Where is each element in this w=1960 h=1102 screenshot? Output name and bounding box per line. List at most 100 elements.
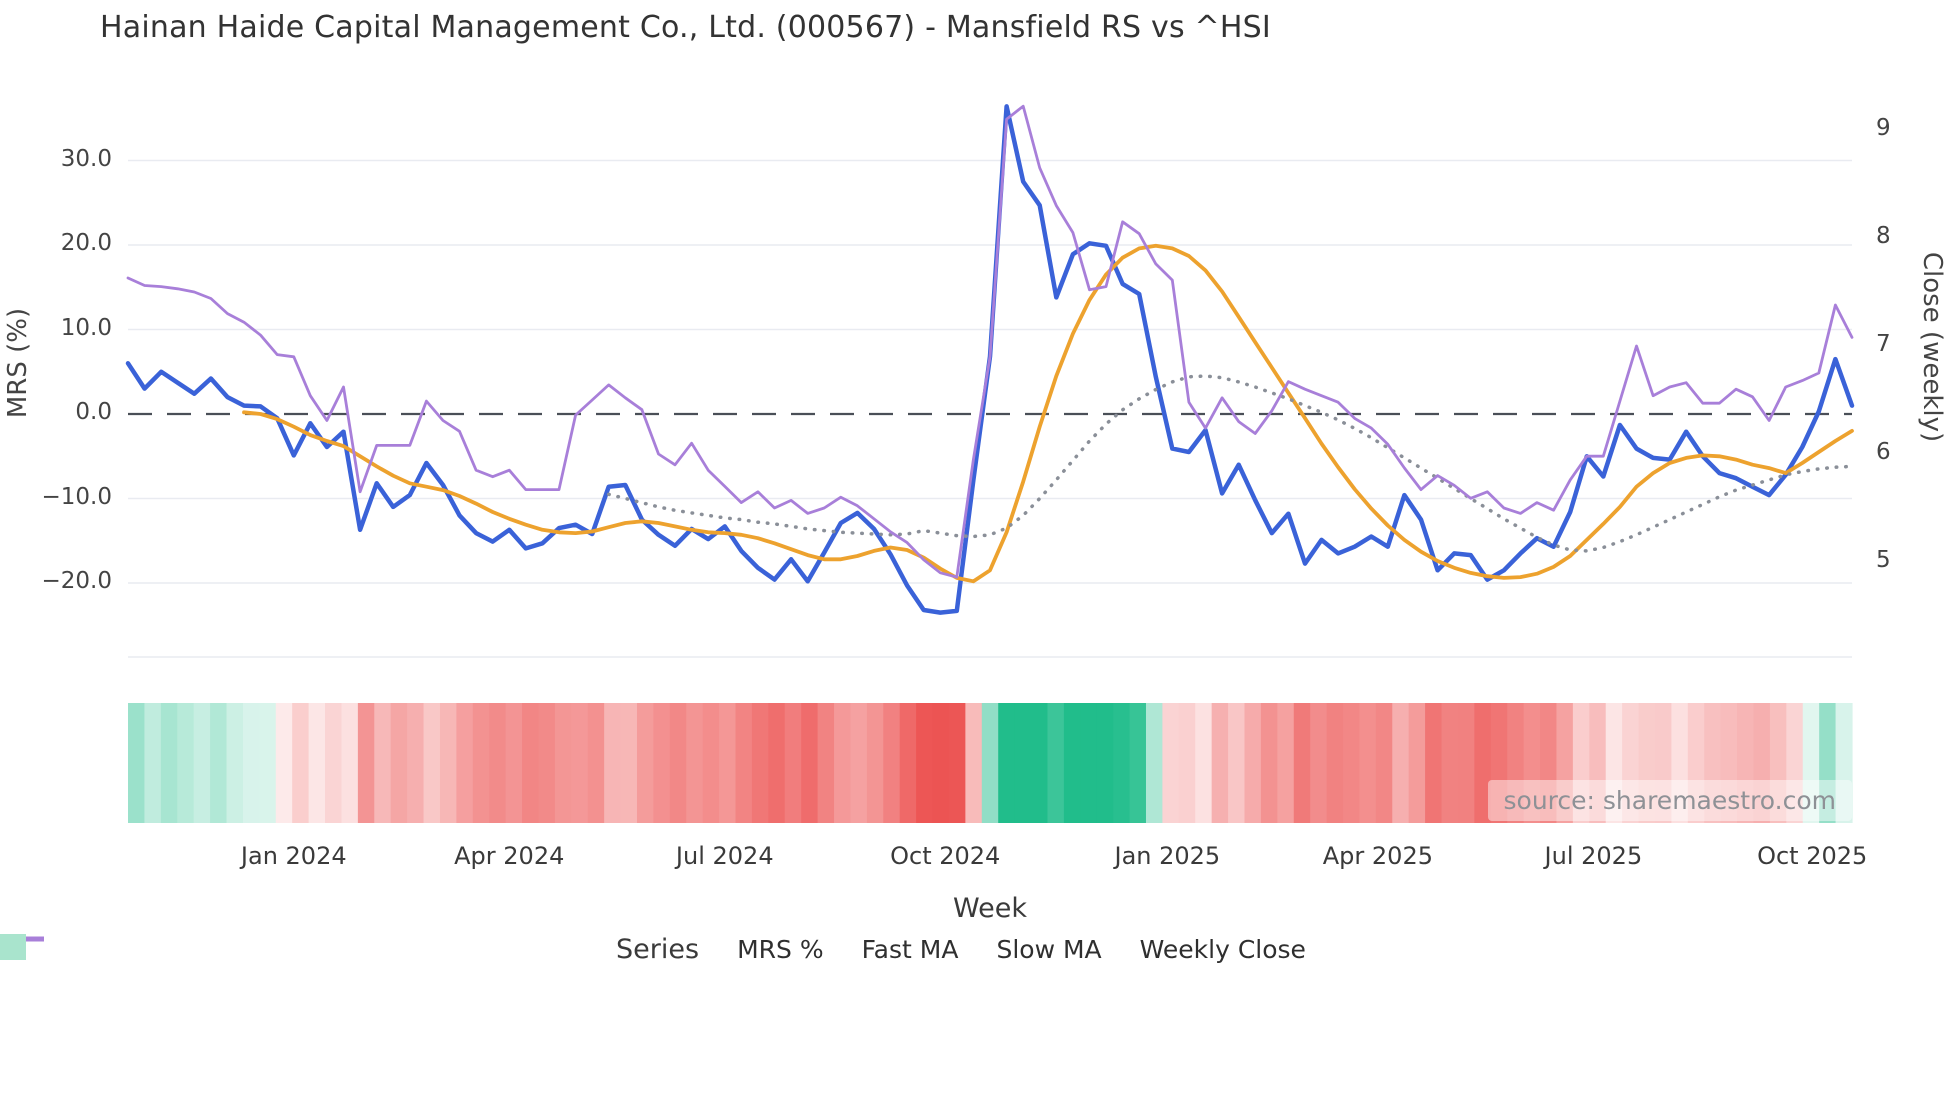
heatmap-cell	[620, 703, 638, 823]
heatmap-cell	[850, 703, 868, 823]
heatmap-cell	[1162, 703, 1180, 823]
heatmap-cell	[1819, 703, 1837, 823]
legend-square-swatch	[0, 934, 26, 960]
heatmap-cell	[702, 703, 720, 823]
series-line-fast-ma	[242, 243, 1854, 584]
heatmap-cell	[1096, 703, 1114, 823]
heatmap-cell	[1737, 703, 1755, 823]
y-left-tick-label: 10.0	[60, 314, 112, 341]
y-left-tick-label: −10.0	[41, 483, 112, 510]
x-tick-label: Jan 2025	[1114, 842, 1221, 870]
heatmap-cell	[1835, 703, 1853, 823]
heatmap-cell	[1556, 703, 1574, 823]
legend-title: Series	[616, 934, 700, 965]
heatmap-cell	[1359, 703, 1377, 823]
y-left-tick-label: 20.0	[60, 230, 112, 256]
legend-item-mrs-[interactable]: MRS %	[0, 935, 824, 964]
heatmap-cell	[407, 703, 425, 823]
heatmap-cell	[1047, 703, 1065, 823]
heatmap-cell	[439, 703, 457, 823]
heatmap-cell	[160, 703, 178, 823]
heatmap-cell	[1802, 703, 1820, 823]
heatmap-cell	[374, 703, 392, 823]
heatmap-cell	[1425, 703, 1443, 823]
heatmap-cell	[1031, 703, 1049, 823]
heatmap-cell	[423, 703, 441, 823]
heatmap-cell	[604, 703, 622, 823]
heatmap-cell	[1638, 703, 1656, 823]
series-line-weekly-close	[126, 104, 1854, 579]
heatmap-cell	[341, 703, 359, 823]
heatmap-cell	[801, 703, 819, 823]
heatmap-cell	[1490, 703, 1508, 823]
heatmap-cell	[1457, 703, 1475, 823]
heatmap-cell	[1704, 703, 1722, 823]
heatmap-cell	[538, 703, 556, 823]
heatmap-cell	[1113, 703, 1131, 823]
heatmap-cell	[1540, 703, 1558, 823]
y-right-tick-label: 6	[1876, 439, 1891, 465]
heatmap-cell	[1244, 703, 1262, 823]
heatmap-cell	[768, 703, 786, 823]
heatmap-cell	[1753, 703, 1771, 823]
heatmap-cell	[1589, 703, 1607, 823]
heatmap-cell	[472, 703, 490, 823]
heatmap-cell	[1063, 703, 1081, 823]
y-left-tick-label: −20.0	[41, 568, 112, 594]
heatmap-cell	[308, 703, 326, 823]
heatmap-cell	[784, 703, 802, 823]
y-left-tick-label: 0.0	[75, 399, 112, 425]
heatmap-cell	[1178, 703, 1196, 823]
heatmap-cell	[965, 703, 983, 823]
heatmap-cell	[193, 703, 211, 823]
heatmap-cell	[1441, 703, 1459, 823]
legend-item-label: Weekly Close	[1139, 935, 1306, 964]
source-note: source: sharemaestro.com	[1487, 780, 1852, 821]
y-right-tick-label: 9	[1876, 115, 1891, 141]
heatmap-cell	[653, 703, 671, 823]
heatmap-cell	[1507, 703, 1525, 823]
y-left-tick-label: 30.0	[60, 145, 112, 172]
heatmap-cell	[883, 703, 901, 823]
y-right-tick-label: 5	[1876, 547, 1891, 573]
heatmap-cell	[817, 703, 835, 823]
x-tick-label: Oct 2025	[1757, 842, 1868, 870]
heatmap-cell	[1343, 703, 1361, 823]
heatmap-cell	[1523, 703, 1541, 823]
heatmap-cell	[522, 703, 540, 823]
heatmap-cell	[1786, 703, 1804, 823]
heatmap-cell	[1375, 703, 1393, 823]
heatmap-cell	[1687, 703, 1705, 823]
heatmap-cell	[325, 703, 343, 823]
heatmap-cell	[948, 703, 966, 823]
heatmap-cell	[1014, 703, 1032, 823]
heatmap-cell	[390, 703, 408, 823]
legend-item-slow-ma[interactable]: Slow MA	[0, 935, 1102, 964]
heatmap-cell	[1129, 703, 1147, 823]
chart-title: Hainan Haide Capital Management Co., Ltd…	[100, 10, 1271, 45]
legend-item-fast-ma[interactable]: Fast MA	[0, 935, 958, 964]
heatmap-cell	[1310, 703, 1328, 823]
y-right-tick-label: 7	[1876, 331, 1891, 357]
heatmap-cell	[1145, 703, 1163, 823]
heatmap-cell	[735, 703, 753, 823]
legend-items: MRS % Fast MA Slow MA Weekly Close	[0, 934, 1344, 964]
legend: Series MRS % Fast MA Slow MA Weekly Close	[0, 934, 1960, 965]
x-tick-label: Apr 2024	[454, 842, 565, 870]
heatmap-cell	[1211, 703, 1229, 823]
y-right-tick-label: 8	[1876, 223, 1891, 249]
heatmap-cell	[275, 703, 293, 823]
heatmap-cell	[998, 703, 1016, 823]
heatmap-cell	[932, 703, 950, 823]
heatmap-cell	[1326, 703, 1344, 823]
heatmap-cell	[1080, 703, 1098, 823]
heatmap-cell	[1293, 703, 1311, 823]
x-tick-label: Oct 2024	[890, 842, 1001, 870]
heatmap-cell	[1392, 703, 1410, 823]
heatmap-cell	[1654, 703, 1672, 823]
heatmap-cell	[357, 703, 375, 823]
heatmap-cell	[916, 703, 934, 823]
heatmap-cell	[1720, 703, 1738, 823]
legend-item-weekly-close[interactable]: Weekly Close	[0, 935, 1306, 964]
